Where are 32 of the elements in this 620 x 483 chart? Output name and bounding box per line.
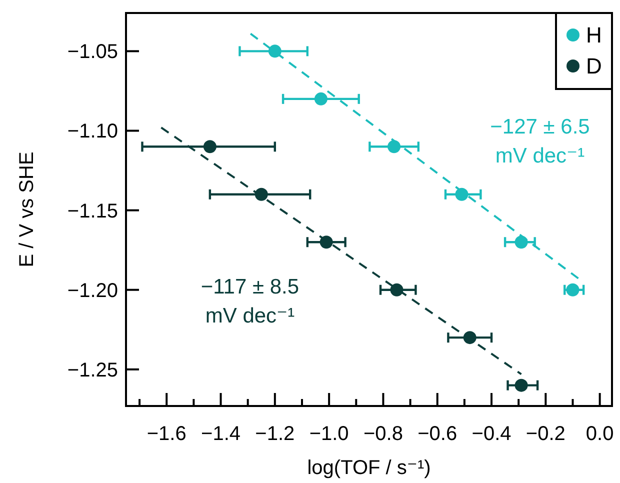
point: [388, 140, 401, 154]
point: [455, 188, 468, 201]
legend-label: H: [586, 22, 602, 48]
x-tick-label: −0.6: [418, 423, 458, 445]
point: [314, 92, 328, 106]
y-tick-label: −1.25: [67, 359, 118, 382]
point: [203, 140, 216, 154]
point: [514, 378, 528, 392]
point: [566, 283, 580, 296]
point: [320, 236, 333, 249]
x-tick-label: −0.8: [363, 423, 403, 445]
x-tick-label: −0.2: [526, 423, 566, 445]
annotation: −127 ± 6.5 mV dec⁻¹: [490, 115, 590, 168]
x-tick-label: −1.0: [309, 423, 349, 445]
point: [268, 44, 282, 58]
x-axis-title: log(TOF / s⁻¹): [307, 457, 431, 479]
annotation: −117 ± 8.5 mV dec⁻¹: [200, 275, 300, 328]
point: [390, 283, 404, 296]
x-tick-label: 0.0: [586, 423, 614, 445]
y-tick-label: −1.05: [67, 41, 118, 64]
point: [254, 188, 268, 201]
x-tick-label: −1.2: [255, 423, 295, 445]
y-axis-title: E / V vs SHE: [16, 152, 38, 268]
y-tick-label: −1.20: [67, 280, 118, 302]
x-tick-label: −0.4: [472, 423, 512, 445]
y-tick-label: −1.10: [67, 120, 118, 143]
point: [514, 236, 528, 249]
x-tick-label: −1.6: [146, 423, 186, 445]
legend-label: D: [586, 54, 602, 79]
x-tick-label: −1.4: [201, 423, 241, 445]
point: [463, 331, 476, 344]
y-tick-label: −1.15: [67, 200, 118, 222]
